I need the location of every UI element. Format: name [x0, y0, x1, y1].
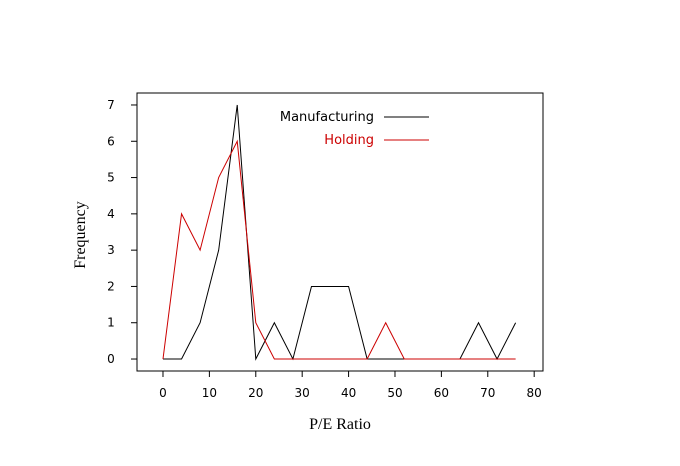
- x-tick-label: 20: [248, 386, 263, 400]
- x-tick-label: 10: [202, 386, 217, 400]
- y-tick-label: 5: [107, 171, 115, 185]
- x-tick-label: 0: [159, 386, 167, 400]
- x-axis-label: P/E Ratio: [309, 416, 371, 433]
- y-tick-label: 3: [107, 243, 115, 257]
- x-tick-label: 40: [341, 386, 356, 400]
- y-tick-label: 4: [107, 207, 115, 221]
- y-tick-label: 7: [107, 98, 115, 112]
- x-tick-label: 80: [527, 386, 542, 400]
- legend-label: Holding: [324, 133, 374, 148]
- plot-frame: [136, 92, 544, 372]
- legend-label: Manufacturing: [280, 110, 374, 125]
- series-line: [162, 139, 516, 360]
- y-tick-label: 0: [107, 352, 115, 366]
- x-tick-label: 70: [480, 386, 495, 400]
- y-tick-label: 1: [107, 316, 115, 330]
- x-tick-label: 50: [387, 386, 402, 400]
- y-tick-label: 2: [107, 279, 115, 293]
- y-axis-label: Frequency: [72, 201, 89, 269]
- x-tick-label: 30: [295, 386, 310, 400]
- x-tick-label: 60: [434, 386, 449, 400]
- y-tick-label: 6: [107, 134, 115, 148]
